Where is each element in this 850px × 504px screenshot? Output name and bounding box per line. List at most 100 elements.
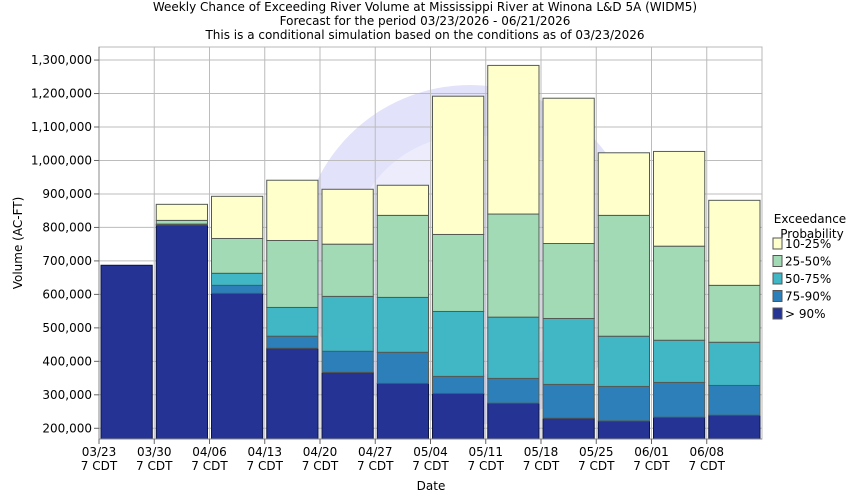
x-tick-label: 03/30: [137, 445, 172, 459]
bar-segment-25-50: [598, 215, 649, 336]
legend-label: 75-90%: [785, 290, 831, 304]
bar-segment-10-25: [488, 65, 539, 214]
bar-segment-50-75: [709, 342, 760, 385]
legend-swatch: [773, 238, 782, 249]
x-tick-label: 04/20: [303, 445, 338, 459]
y-tick-label: 800,000: [42, 220, 92, 234]
legend-swatch: [773, 273, 782, 284]
legend-label: 50-75%: [785, 272, 831, 286]
x-tick-label: 03/23: [82, 445, 117, 459]
bar-segment-75-90: [543, 384, 594, 418]
bar-segment-75-90: [267, 336, 318, 348]
bar-segment-50-75: [377, 297, 428, 352]
bar-segment-50-75: [267, 307, 318, 336]
x-tick-label: 05/25: [579, 445, 614, 459]
y-tick-label: 1,300,000: [31, 53, 92, 67]
bar-segment-25-50: [543, 244, 594, 319]
chart-subtitle-2: This is a conditional simulation based o…: [204, 28, 644, 42]
x-tick-sublabel: 7 CDT: [191, 459, 228, 473]
x-tick-sublabel: 7 CDT: [633, 459, 670, 473]
chart-subtitle-1: Forecast for the period 03/23/2026 - 06/…: [280, 14, 571, 28]
y-tick-label: 900,000: [42, 187, 92, 201]
bar-segment-75-90: [212, 285, 263, 293]
y-tick-label: 700,000: [42, 254, 92, 268]
x-tick-sublabel: 7 CDT: [136, 459, 173, 473]
bar-segment-25-50: [377, 215, 428, 297]
bar-segment-25-50: [709, 285, 760, 342]
y-tick-label: 600,000: [42, 287, 92, 301]
bar-segment-25-50: [433, 234, 484, 311]
legend-swatch: [773, 256, 782, 267]
x-axis-label: Date: [417, 479, 446, 493]
bar-segment-50-75: [322, 296, 373, 351]
x-tick-sublabel: 7 CDT: [412, 459, 449, 473]
x-tick-label: 06/01: [634, 445, 669, 459]
x-tick-label: 06/08: [689, 445, 724, 459]
x-tick-sublabel: 7 CDT: [357, 459, 394, 473]
legend-title-1: Exceedance: [774, 212, 846, 226]
bar-segment-90: [212, 293, 263, 439]
x-tick-label: 04/06: [192, 445, 227, 459]
bar-segment-50-75: [433, 311, 484, 376]
bar-segment-90: [543, 418, 594, 439]
bar-segment-50-75: [543, 318, 594, 384]
bar-segment-50-75: [488, 317, 539, 378]
bar-segment-25-50: [654, 246, 705, 340]
bar-segment-50-75: [598, 336, 649, 386]
bar-segment-25-50: [212, 238, 263, 273]
legend-label: > 90%: [785, 307, 826, 321]
legend: Exceedance Probability 10-25%25-50%50-75…: [773, 212, 846, 321]
y-tick-label: 200,000: [42, 421, 92, 435]
x-tick-label: 05/04: [413, 445, 448, 459]
bar-segment-10-25: [377, 185, 428, 215]
x-tick-sublabel: 7 CDT: [302, 459, 339, 473]
bar-segment-10-25: [156, 204, 207, 220]
chart-title: Weekly Chance of Exceeding River Volume …: [153, 0, 697, 14]
bar-segment-10-25: [709, 200, 760, 285]
x-tick-sublabel: 7 CDT: [689, 459, 726, 473]
y-axis-ticks: 200,000300,000400,000500,000600,000700,0…: [31, 53, 99, 435]
bar-segment-25-50: [156, 220, 207, 224]
y-tick-label: 400,000: [42, 354, 92, 368]
x-tick-sublabel: 7 CDT: [578, 459, 615, 473]
x-tick-label: 05/11: [468, 445, 503, 459]
bar-segment-90: [654, 417, 705, 439]
bar-segment-90: [377, 383, 428, 439]
legend-label: 10-25%: [785, 237, 831, 251]
bar-segment-90: [488, 403, 539, 439]
x-tick-label: 05/18: [524, 445, 559, 459]
x-tick-sublabel: 7 CDT: [247, 459, 284, 473]
bar-segment-90: [101, 265, 152, 439]
bar-segment-90: [322, 372, 373, 439]
bar-segment-75-90: [322, 351, 373, 372]
bar-segment-90: [709, 415, 760, 439]
y-tick-label: 1,000,000: [31, 153, 92, 167]
bar-segment-75-90: [377, 352, 428, 383]
x-tick-label: 04/27: [358, 445, 393, 459]
bar-segment-90: [156, 225, 207, 439]
bar-segment-75-90: [598, 386, 649, 420]
bar-segment-10-25: [322, 189, 373, 244]
x-tick-label: 04/13: [247, 445, 282, 459]
bar-segment-10-25: [267, 180, 318, 240]
x-tick-sublabel: 7 CDT: [523, 459, 560, 473]
bar-segment-75-90: [709, 385, 760, 415]
y-axis-label: Volume (AC-FT): [11, 197, 25, 290]
bar-segment-50-75: [654, 340, 705, 382]
bar-segment-75-90: [654, 382, 705, 417]
bar-segment-75-90: [433, 376, 484, 393]
bar-segment-25-50: [322, 244, 373, 296]
bar-segment-10-25: [598, 153, 649, 216]
y-tick-label: 1,200,000: [31, 87, 92, 101]
legend-label: 25-50%: [785, 255, 831, 269]
y-tick-label: 1,100,000: [31, 120, 92, 134]
x-tick-sublabel: 7 CDT: [468, 459, 505, 473]
y-tick-label: 300,000: [42, 388, 92, 402]
bar-segment-50-75: [212, 273, 263, 285]
bar-segment-10-25: [543, 98, 594, 243]
bar-segment-25-50: [488, 214, 539, 317]
bar-segment-10-25: [433, 96, 484, 234]
bar-segment-90: [267, 348, 318, 439]
